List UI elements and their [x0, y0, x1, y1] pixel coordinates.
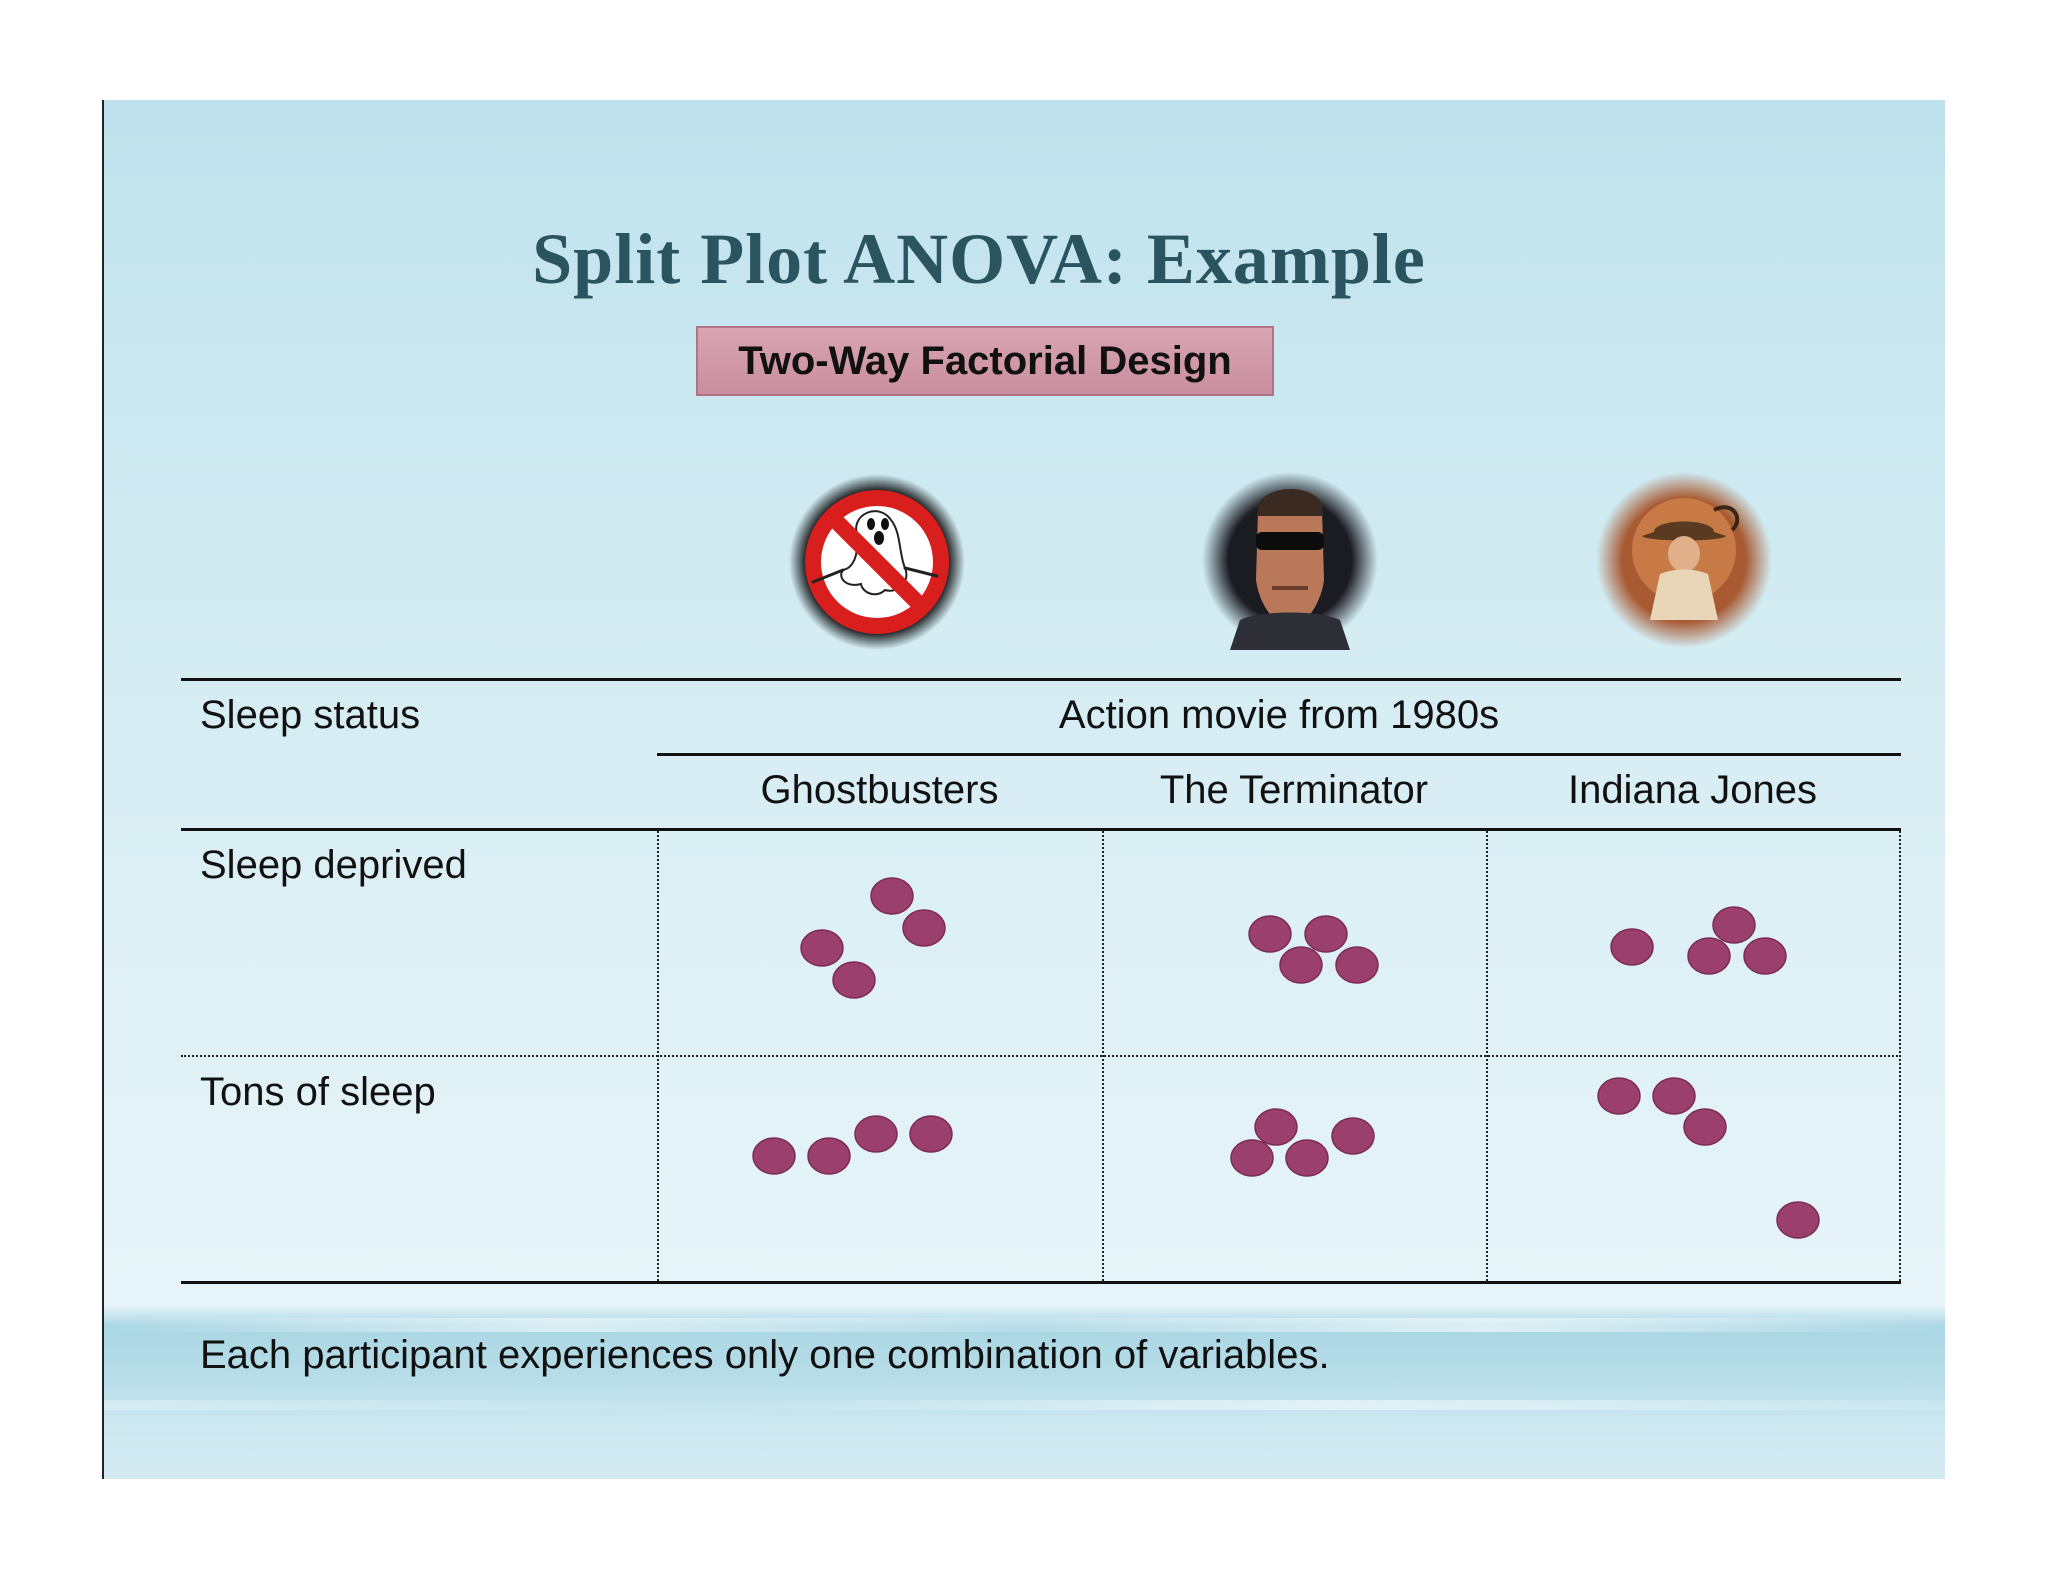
column-header-terminator: The Terminator — [1159, 768, 1429, 812]
participant-dot — [1610, 928, 1654, 966]
row-label-tons-of-sleep: Tons of sleep — [200, 1070, 436, 1114]
participant-dot — [1335, 946, 1379, 984]
wave-highlight — [104, 1400, 1945, 1410]
footer-note: Each participant experiences only one co… — [200, 1333, 1330, 1377]
slide-left-border — [102, 100, 104, 1479]
wave-background — [104, 1305, 1945, 1479]
design-label: Two-Way Factorial Design — [696, 326, 1274, 396]
participant-dot — [854, 1115, 898, 1153]
column-header-ghostbusters: Ghostbusters — [760, 768, 999, 812]
participant-dot — [1683, 1108, 1727, 1146]
participant-dot — [1597, 1077, 1641, 1115]
row-divider — [181, 1055, 1901, 1057]
participant-dot — [1254, 1108, 1298, 1146]
participant-dot — [832, 961, 876, 999]
participant-dot — [1687, 937, 1731, 975]
column-factor-header: Action movie from 1980s — [1058, 693, 1500, 737]
participant-dots — [752, 877, 1820, 1239]
participant-dot — [1230, 1139, 1274, 1177]
participant-dot — [909, 1115, 953, 1153]
participant-dot — [902, 909, 946, 947]
row-factor-header: Sleep status — [200, 693, 421, 737]
participant-dot — [800, 929, 844, 967]
terminator-portrait-icon — [1202, 472, 1378, 650]
row-label-sleep-deprived: Sleep deprived — [200, 843, 467, 887]
participant-dot — [1743, 937, 1787, 975]
slide: Split Plot ANOVA: Example Two-Way Factor… — [104, 100, 1945, 1479]
participant-dot — [1652, 1077, 1696, 1115]
column-group-rule — [657, 753, 1901, 756]
participant-dot — [752, 1137, 796, 1175]
participant-dot — [1285, 1139, 1329, 1177]
slide-title: Split Plot ANOVA: Example — [532, 219, 1426, 299]
participant-dot — [1248, 915, 1292, 953]
header-bottom-rule — [181, 828, 1901, 831]
participant-dot — [807, 1137, 851, 1175]
indiana-jones-portrait-icon — [1596, 472, 1772, 648]
participant-dot — [1331, 1117, 1375, 1155]
participant-dot — [1279, 946, 1323, 984]
table-bottom-rule — [181, 1281, 1901, 1284]
participant-dot — [870, 877, 914, 915]
participant-dot — [1712, 906, 1756, 944]
participant-dot — [1776, 1201, 1820, 1239]
ghostbusters-logo-icon — [789, 474, 965, 650]
wave-highlight — [104, 1318, 1945, 1332]
table-top-rule — [181, 678, 1901, 681]
participant-dot — [1304, 915, 1348, 953]
column-header-indiana-jones: Indiana Jones — [1567, 768, 1818, 812]
